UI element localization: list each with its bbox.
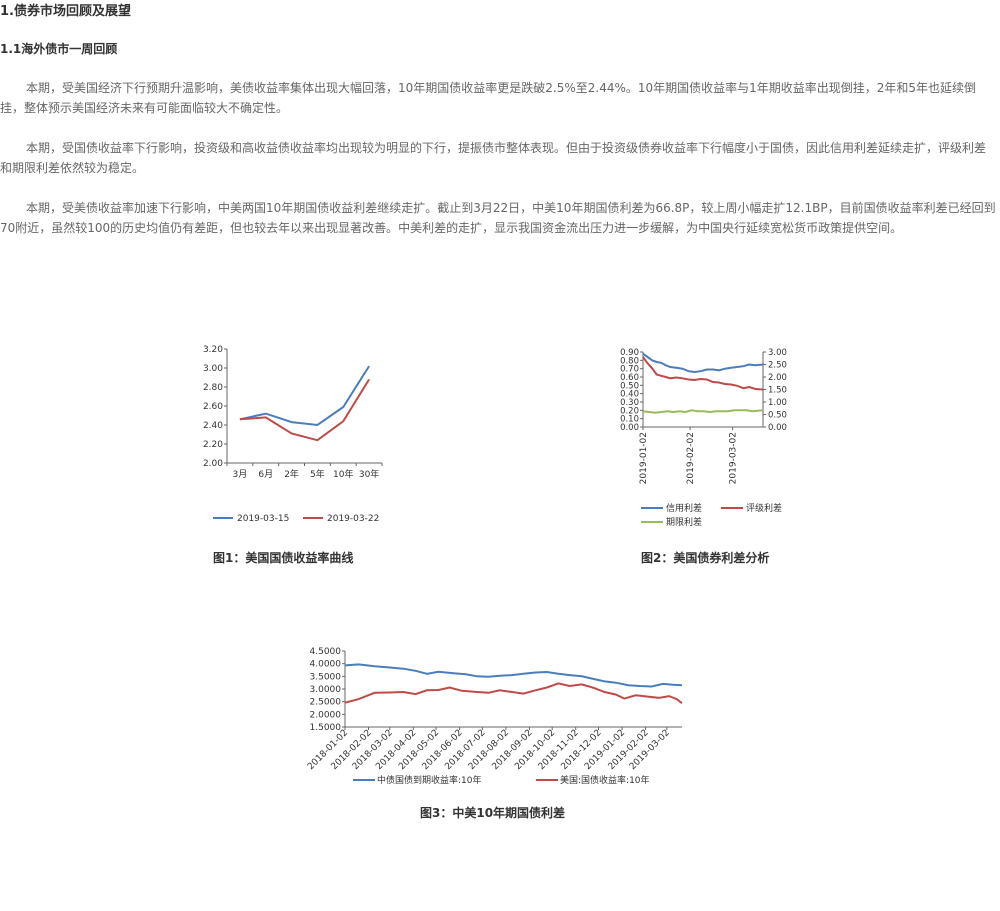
y-tick-label: 2.80 [203, 383, 223, 393]
figure-3-caption: 图3：中美10年期国债利差 [420, 806, 566, 820]
china-us-10y-spread-chart: 4.5000 4.0000 3.5000 3.0000 2.5000 2.0000 1.50… [306, 647, 683, 786]
left-y-tick-label: 0.60 [620, 373, 639, 383]
left-y-tick-label: 0.50 [620, 381, 639, 391]
y-tick-label: 3.20 [203, 345, 223, 355]
y-tick-label: 2.20 [203, 440, 223, 450]
series-line [344, 682, 683, 704]
left-y-tick-label: 0.00 [620, 423, 639, 433]
right-y-tick-label: 0.50 [768, 411, 787, 421]
x-tick-label: 6月 [258, 469, 273, 480]
left-y-tick-label: 0.40 [620, 390, 639, 400]
right-y-tick-label: 1.00 [768, 398, 787, 408]
series-line [642, 409, 764, 414]
y-tick-label: 4.0000 [310, 660, 342, 670]
y-tick-label: 2.0000 [310, 710, 342, 720]
x-tick-label: 2019-01-02 [639, 432, 649, 484]
right-y-tick-label: 0.00 [768, 423, 787, 433]
legend-label: 期限利差 [666, 516, 702, 528]
left-y-tick-label: 0.70 [620, 365, 639, 375]
y-tick-label: 3.0000 [310, 685, 342, 695]
x-tick-label: 2019-03-02 [729, 432, 739, 484]
left-y-tick-label: 0.80 [620, 356, 639, 366]
series-line [239, 378, 370, 442]
y-tick-label: 2.40 [203, 421, 223, 431]
y-tick-label: 2.60 [203, 402, 223, 412]
right-y-tick-label: 1.50 [768, 386, 787, 396]
x-tick-label: 2019-02-02 [686, 432, 696, 484]
paragraph-2: 本期，受国债收益率下行影响，投资级和高收益债收益率均出现较为明显的下行，提振债市… [0, 141, 987, 175]
x-tick-label: 3月 [233, 469, 248, 480]
left-y-tick-label: 0.20 [620, 406, 639, 416]
series-line [642, 352, 764, 374]
paragraph-3: 本期，受美债收益率加速下行影响，中美两国10年期国债收益利差继续走扩。截止到3月… [0, 201, 996, 235]
subsection-heading: 1.1海外债市一周回顾 [0, 42, 118, 56]
figure-2-caption: 图2：美国债券利差分析 [641, 551, 770, 565]
us-bond-spread-chart: 0.900.800.700.600.500.400.300.200.100.00… [620, 348, 787, 528]
x-tick-label: 5年 [310, 468, 325, 480]
right-y-tick-label: 3.00 [768, 348, 787, 358]
y-tick-label: 3.00 [203, 364, 223, 374]
series-line [344, 663, 683, 688]
y-tick-label: 2.5000 [310, 698, 342, 708]
x-tick-label: 10年 [333, 468, 353, 480]
y-tick-label: 3.5000 [310, 672, 342, 682]
left-y-tick-label: 0.90 [620, 348, 639, 358]
legend-label: 2019-03-15 [237, 514, 289, 524]
paragraph-1: 本期，受美国经济下行预期升温影响，美债收益率集体出现大幅回落，10年期国债收益率… [0, 81, 977, 115]
x-tick-label: 2年 [284, 468, 299, 480]
y-tick-label: 4.5000 [310, 647, 342, 657]
figure-1-caption: 图1：美国国债收益率曲线 [213, 551, 354, 565]
series-line [642, 356, 764, 391]
us-treasury-yield-curve-chart: 3.20 3.00 2.80 2.60 2.40 2.20 2.00 3月 6月 2年 5年 10年 3… [203, 345, 383, 524]
series-line [239, 365, 370, 427]
legend-label: 评级利差 [746, 502, 782, 514]
x-tick-label: 30年 [359, 468, 379, 480]
legend-label: 美国:国债收益率:10年 [560, 774, 650, 786]
left-y-tick-label: 0.30 [620, 398, 639, 408]
left-y-tick-label: 0.10 [620, 415, 639, 425]
right-y-tick-label: 2.50 [768, 361, 787, 371]
y-tick-label: 1.5000 [310, 723, 342, 733]
right-y-tick-label: 2.00 [768, 373, 787, 383]
y-tick-label: 2.00 [203, 459, 223, 469]
legend-label: 2019-03-22 [327, 514, 379, 524]
legend-label: 中债国债到期收益率:10年 [377, 774, 482, 786]
legend-label: 信用利差 [666, 502, 702, 514]
section-heading: 1.债券市场回顾及展望 [0, 4, 131, 19]
